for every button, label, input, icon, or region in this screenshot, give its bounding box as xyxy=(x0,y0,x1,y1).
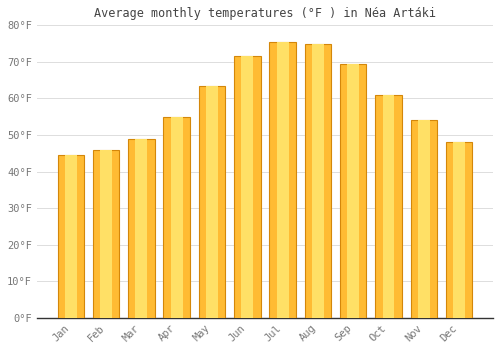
Bar xyxy=(340,64,366,318)
Bar xyxy=(418,120,430,318)
Bar xyxy=(206,86,218,318)
Bar xyxy=(128,139,154,318)
Bar xyxy=(276,42,288,318)
Bar xyxy=(347,64,359,318)
Title: Average monthly temperatures (°F ) in Néa Artáki: Average monthly temperatures (°F ) in Né… xyxy=(94,7,436,20)
Bar xyxy=(304,43,331,318)
Bar xyxy=(375,95,402,318)
Bar xyxy=(382,95,394,318)
Bar xyxy=(65,155,76,318)
Bar xyxy=(453,142,465,318)
Bar xyxy=(446,142,472,318)
Bar xyxy=(312,43,324,318)
Bar xyxy=(93,150,120,318)
Bar xyxy=(242,56,253,318)
Bar xyxy=(58,155,84,318)
Bar xyxy=(136,139,147,318)
Bar xyxy=(270,42,296,318)
Bar xyxy=(198,86,225,318)
Bar xyxy=(164,117,190,318)
Bar xyxy=(170,117,182,318)
Bar xyxy=(100,150,112,318)
Bar xyxy=(410,120,437,318)
Bar xyxy=(234,56,260,318)
